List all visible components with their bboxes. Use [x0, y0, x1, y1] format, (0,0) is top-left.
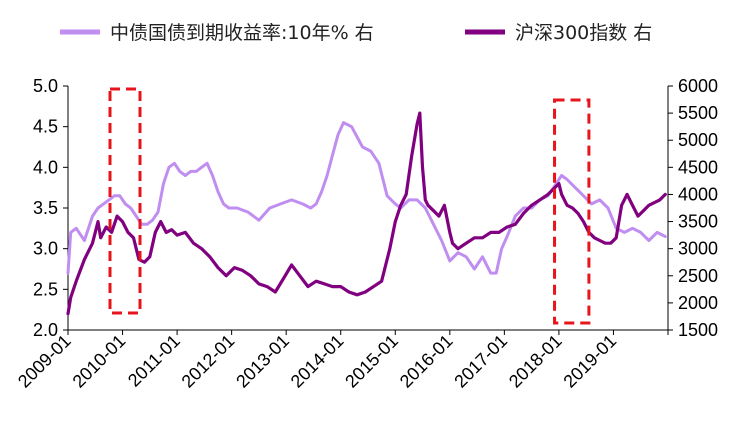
x-tick-label: 2011-01: [124, 331, 184, 391]
x-tick-label: 2017-01: [450, 331, 511, 392]
right-tick-label: 3500: [678, 212, 718, 232]
left-tick-label: 5.0: [33, 76, 58, 96]
left-tick-label: 4.0: [33, 157, 58, 177]
right-tick-label: 4500: [678, 157, 718, 177]
right-tick-label: 2000: [678, 293, 718, 313]
x-tick-label: 2018-01: [505, 331, 566, 392]
series-layer: [66, 111, 667, 316]
right-tick-label: 2500: [678, 266, 718, 286]
x-tick-label: 2014-01: [287, 331, 348, 392]
right-axis-ticks: 1500 2000 2500 3000 3500 4000 4500 5000 5500 6000: [668, 76, 718, 340]
legend-label-csi300: 沪深300指数 右: [515, 22, 652, 44]
right-tick-label: 1500: [678, 320, 718, 340]
x-tick-label: 2016-01: [396, 331, 457, 392]
left-tick-label: 4.5: [33, 117, 58, 137]
right-tick-label: 4000: [678, 184, 718, 204]
left-axis-ticks: 2.0 2.5 3.0 3.5 4.0 4.5 5.0: [33, 76, 68, 340]
x-tick-label: 2012-01: [178, 331, 239, 392]
right-tick-label: 6000: [678, 76, 718, 96]
legend-label-bond-yield: 中债国债到期收益率:10年% 右: [110, 22, 374, 44]
highlight-layer: [108, 87, 591, 325]
left-tick-label: 2.0: [33, 320, 58, 340]
left-tick-label: 2.5: [33, 279, 58, 299]
right-tick-label: 5000: [678, 130, 718, 150]
right-tick-label: 5500: [678, 103, 718, 123]
left-tick-label: 3.0: [33, 239, 58, 259]
series-line-csi300: [66, 111, 667, 316]
x-tick-label: 2013-01: [232, 331, 293, 392]
highlight-box: [553, 98, 591, 325]
series-line-bond-yield: [66, 121, 667, 275]
left-tick-label: 3.5: [33, 198, 58, 218]
x-axis-ticks: 2009-012010-012011-012012-012013-012014-…: [14, 330, 669, 392]
x-tick-label: 2019-01: [559, 331, 620, 392]
right-tick-label: 3000: [678, 239, 718, 259]
x-tick-label: 2010-01: [69, 331, 130, 392]
legend: 中债国债到期收益率:10年% 右 沪深300指数 右: [60, 22, 652, 44]
x-tick-label: 2015-01: [341, 331, 402, 392]
